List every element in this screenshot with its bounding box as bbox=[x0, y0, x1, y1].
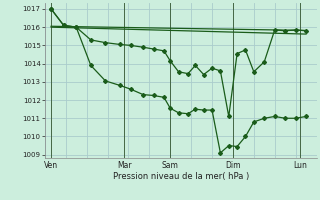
X-axis label: Pression niveau de la mer( hPa ): Pression niveau de la mer( hPa ) bbox=[113, 172, 249, 181]
